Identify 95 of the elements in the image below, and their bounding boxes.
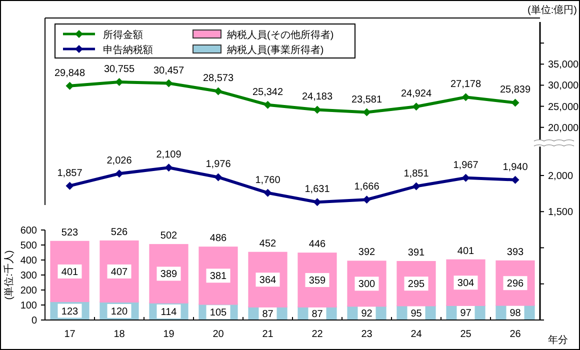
data-label: 25,342: [252, 86, 284, 98]
data-label: 407: [110, 266, 128, 278]
legend-label: 納税人員(その他所得者): [227, 29, 334, 41]
y-tick-label: 0: [31, 316, 38, 326]
data-label: 92: [361, 308, 373, 320]
point: [462, 93, 470, 102]
data-label: 97: [460, 308, 472, 320]
y2-tick-label: 20,000: [548, 122, 580, 134]
data-label: 364: [259, 275, 277, 286]
x-tick-label: 26: [510, 329, 522, 340]
x-tick-label: 18: [114, 329, 126, 340]
y-tick-label: 300: [20, 270, 38, 282]
x-tick-label: 22: [312, 329, 324, 340]
data-label: 1,976: [206, 159, 232, 170]
point: [511, 98, 520, 107]
data-label: 389: [160, 269, 178, 280]
x-tick-label: 25: [460, 329, 472, 340]
y-tick-label: 600: [20, 226, 38, 236]
x-tick-label: 23: [361, 329, 373, 340]
total-label: 526: [110, 226, 128, 238]
data-label: 1,967: [453, 160, 479, 171]
data-label: 114: [160, 306, 178, 318]
x-tick-label: 19: [163, 329, 175, 340]
point: [214, 173, 222, 182]
total-label: 392: [358, 247, 376, 258]
y2-axis-title: (単位:億円): [528, 4, 577, 16]
point: [164, 164, 173, 172]
bar: [298, 252, 337, 308]
data-label: 95: [410, 308, 422, 320]
data-label: 1,760: [255, 174, 281, 186]
y-tick-label: 500: [20, 240, 38, 252]
data-label: 28,573: [202, 73, 234, 84]
data-label: 295: [408, 279, 426, 290]
y2-tick-label: 35,000: [548, 60, 580, 71]
y2-tick-label: 2,000: [548, 171, 574, 182]
x-tick-label: 20: [212, 329, 224, 340]
data-label: 300: [358, 279, 376, 290]
data-label: 98: [510, 308, 522, 320]
y2-tick-label: 1,500: [548, 207, 574, 218]
bar: [100, 240, 139, 302]
y-tick-label: 200: [20, 286, 38, 296]
point: [115, 170, 124, 178]
data-label: 24,183: [302, 92, 333, 103]
legend-label: 所得金額: [103, 29, 143, 41]
y-axis-title: (単位:千人): [3, 250, 15, 300]
data-label: 105: [210, 308, 228, 319]
data-label: 2,109: [156, 150, 182, 161]
data-label: 87: [312, 308, 324, 320]
point: [66, 182, 74, 190]
data-label: 1,940: [502, 162, 528, 173]
data-label: 120: [110, 306, 128, 318]
point: [264, 100, 272, 109]
data-label: 123: [61, 306, 79, 318]
y2-tick-label: 30,000: [548, 80, 580, 92]
x-tick-label: 21: [262, 329, 274, 340]
total-label: 446: [308, 239, 326, 250]
y2-tick-label: 25,000: [548, 102, 580, 113]
data-label: 30,457: [153, 65, 184, 76]
x-tick-label: 17: [64, 329, 76, 340]
point: [214, 87, 222, 96]
data-label: 304: [457, 278, 475, 290]
data-label: 2,026: [106, 156, 132, 167]
data-label: 87: [262, 308, 274, 320]
point: [115, 78, 124, 86]
total-label: 452: [259, 238, 277, 250]
data-label: 1,851: [404, 168, 430, 180]
data-label: 29,848: [54, 68, 86, 79]
data-label: 1,631: [304, 184, 330, 196]
data-label: 359: [308, 276, 326, 287]
x-axis-title: 年分: [548, 334, 568, 346]
data-label: 296: [506, 278, 524, 290]
y-tick-label: 400: [20, 256, 38, 266]
point: [66, 82, 74, 90]
total-label: 486: [210, 233, 228, 244]
data-label: 27,178: [450, 79, 482, 90]
data-label: 401: [61, 266, 79, 278]
data-label: 381: [210, 271, 228, 282]
data-label: 24,924: [400, 88, 432, 100]
x-tick-label: 24: [410, 329, 422, 340]
data-label: 30,755: [104, 64, 135, 76]
legend-label: 申告納税額: [103, 44, 153, 56]
total-label: 393: [506, 246, 524, 258]
data-label: 1,857: [57, 168, 83, 179]
point: [412, 102, 420, 111]
legend-label: 納税人員(事業所得者): [227, 44, 324, 56]
total-label: 502: [160, 230, 178, 242]
point: [412, 182, 420, 190]
point: [264, 188, 272, 197]
y-tick-label: 100: [20, 300, 38, 312]
total-label: 391: [408, 248, 426, 258]
data-label: 25,839: [500, 84, 531, 96]
total-label: 523: [61, 227, 79, 238]
data-label: 1,666: [354, 182, 380, 193]
data-label: 23,581: [351, 94, 382, 106]
total-label: 401: [457, 246, 475, 257]
